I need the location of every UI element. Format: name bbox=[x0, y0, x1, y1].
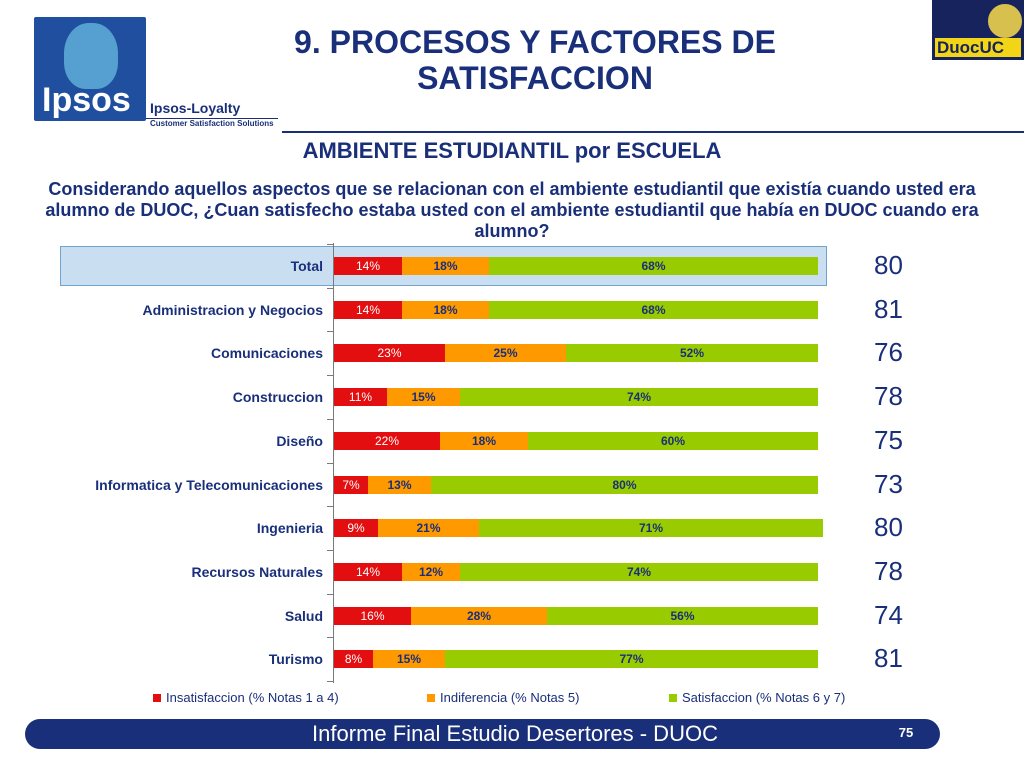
axis-tick bbox=[327, 288, 333, 289]
axis-tick bbox=[327, 419, 333, 420]
bar-segment-satisfaccion-turismo: 77% bbox=[445, 650, 818, 668]
bar-segment-indiferencia-recursos-naturales: 12% bbox=[402, 563, 460, 581]
score-label-administracion-y-negocios: 81 bbox=[874, 294, 903, 324]
bar-segment-satisfaccion-informatica-y-telecomunicaciones: 80% bbox=[431, 476, 818, 494]
page-number: 75 bbox=[898, 725, 914, 740]
bar-segment-insatisfaccion-salud: 16% bbox=[334, 607, 411, 625]
score-label-construccion: 78 bbox=[874, 381, 903, 411]
bar-segment-insatisfaccion-administracion-y-negocios: 14% bbox=[334, 301, 402, 319]
title-divider bbox=[282, 131, 1024, 133]
axis-tick bbox=[327, 681, 333, 682]
category-label-turismo: Turismo bbox=[268, 651, 323, 667]
legend-label-insatisfaccion: Insatisfaccion (% Notas 1 a 4) bbox=[166, 690, 339, 705]
bar-segment-insatisfaccion-diseno: 22% bbox=[334, 432, 440, 450]
category-label-diseno: Diseño bbox=[276, 433, 323, 449]
legend-item-indiferencia: Indiferencia (% Notas 5) bbox=[427, 690, 579, 706]
bar-segment-satisfaccion-construccion: 74% bbox=[460, 388, 818, 406]
legend-item-insatisfaccion: Insatisfaccion (% Notas 1 a 4) bbox=[153, 690, 339, 706]
ipsos-logo-word: Ipsos bbox=[42, 81, 131, 119]
page-title: 9. PROCESOS Y FACTORES DE SATISFACCION bbox=[294, 24, 776, 96]
bar-segment-indiferencia-salud: 28% bbox=[411, 607, 547, 625]
score-label-diseno: 75 bbox=[874, 425, 903, 455]
axis-tick bbox=[327, 637, 333, 638]
category-label-informatica-y-telecomunicaciones: Informatica y Telecomunicaciones bbox=[95, 477, 323, 493]
legend-swatch-insatisfaccion bbox=[153, 694, 161, 702]
duoc-logo: DuocUC bbox=[932, 0, 1024, 60]
bar-segment-satisfaccion-ingenieria: 71% bbox=[479, 519, 823, 537]
bar-segment-indiferencia-total: 18% bbox=[402, 257, 489, 275]
score-label-comunicaciones: 76 bbox=[874, 337, 903, 367]
duoc-logo-plate bbox=[935, 38, 1021, 57]
bar-segment-indiferencia-informatica-y-telecomunicaciones: 13% bbox=[368, 476, 431, 494]
bar-segment-insatisfaccion-ingenieria: 9% bbox=[334, 519, 378, 537]
loyalty-divider bbox=[146, 118, 278, 119]
ipsos-face-icon bbox=[64, 23, 118, 89]
score-label-total: 80 bbox=[874, 250, 903, 280]
bar-segment-indiferencia-diseno: 18% bbox=[440, 432, 528, 450]
axis-tick bbox=[327, 594, 333, 595]
bar-segment-insatisfaccion-comunicaciones: 23% bbox=[334, 344, 445, 362]
axis-tick bbox=[327, 550, 333, 551]
legend-label-satisfaccion: Satisfaccion (% Notas 6 y 7) bbox=[682, 690, 846, 705]
chart-subtitle: AMBIENTE ESTUDIANTIL por ESCUELA bbox=[302, 138, 722, 163]
footer-bar bbox=[25, 719, 940, 749]
category-label-ingenieria: Ingenieria bbox=[256, 520, 323, 536]
footer-text: Informe Final Estudio Desertores - DUOC bbox=[312, 721, 718, 746]
score-label-salud: 74 bbox=[874, 600, 903, 630]
axis-tick bbox=[327, 331, 333, 332]
bar-segment-indiferencia-turismo: 15% bbox=[373, 650, 445, 668]
loyalty-subtitle: Customer Satisfaction Solutions bbox=[150, 119, 274, 128]
loyalty-title: Ipsos-Loyalty bbox=[150, 100, 241, 116]
legend-label-indiferencia: Indiferencia (% Notas 5) bbox=[440, 690, 580, 705]
axis-tick bbox=[327, 463, 333, 464]
bar-segment-insatisfaccion-construccion: 11% bbox=[334, 388, 387, 406]
score-label-ingenieria: 80 bbox=[874, 512, 903, 542]
category-label-administracion-y-negocios: Administracion y Negocios bbox=[142, 302, 323, 318]
bar-segment-satisfaccion-recursos-naturales: 74% bbox=[460, 563, 818, 581]
bar-segment-satisfaccion-salud: 56% bbox=[547, 607, 818, 625]
bar-segment-insatisfaccion-recursos-naturales: 14% bbox=[334, 563, 402, 581]
legend-swatch-satisfaccion bbox=[669, 694, 677, 702]
bar-segment-satisfaccion-administracion-y-negocios: 68% bbox=[489, 301, 818, 319]
bar-segment-satisfaccion-total: 68% bbox=[489, 257, 818, 275]
category-axis bbox=[333, 243, 334, 683]
bar-segment-satisfaccion-diseno: 60% bbox=[528, 432, 818, 450]
axis-tick bbox=[327, 375, 333, 376]
legend-swatch-indiferencia bbox=[427, 694, 435, 702]
bar-segment-indiferencia-ingenieria: 21% bbox=[378, 519, 479, 537]
bar-segment-insatisfaccion-total: 14% bbox=[334, 257, 402, 275]
bar-segment-insatisfaccion-informatica-y-telecomunicaciones: 7% bbox=[334, 476, 368, 494]
score-label-recursos-naturales: 78 bbox=[874, 556, 903, 586]
bar-segment-indiferencia-comunicaciones: 25% bbox=[445, 344, 566, 362]
duoc-logo-word: DuocUC bbox=[937, 38, 1005, 57]
category-label-total: Total bbox=[290, 258, 323, 274]
score-label-turismo: 81 bbox=[874, 643, 903, 673]
survey-question: Considerando aquellos aspectos que se re… bbox=[45, 179, 979, 241]
bar-segment-satisfaccion-comunicaciones: 52% bbox=[566, 344, 818, 362]
score-label-informatica-y-telecomunicaciones: 73 bbox=[874, 469, 903, 499]
legend-item-satisfaccion: Satisfaccion (% Notas 6 y 7) bbox=[669, 690, 845, 706]
duoc-seal-icon bbox=[986, 2, 1024, 40]
axis-tick bbox=[327, 506, 333, 507]
bar-segment-insatisfaccion-turismo: 8% bbox=[334, 650, 373, 668]
category-label-recursos-naturales: Recursos Naturales bbox=[191, 564, 323, 580]
axis-tick bbox=[327, 244, 333, 245]
ipsos-logo: Ipsos bbox=[34, 17, 146, 121]
category-label-comunicaciones: Comunicaciones bbox=[210, 345, 323, 361]
bar-segment-indiferencia-construccion: 15% bbox=[387, 388, 460, 406]
category-label-salud: Salud bbox=[284, 608, 323, 624]
category-label-construccion: Construccion bbox=[232, 389, 323, 405]
bar-segment-indiferencia-administracion-y-negocios: 18% bbox=[402, 301, 489, 319]
